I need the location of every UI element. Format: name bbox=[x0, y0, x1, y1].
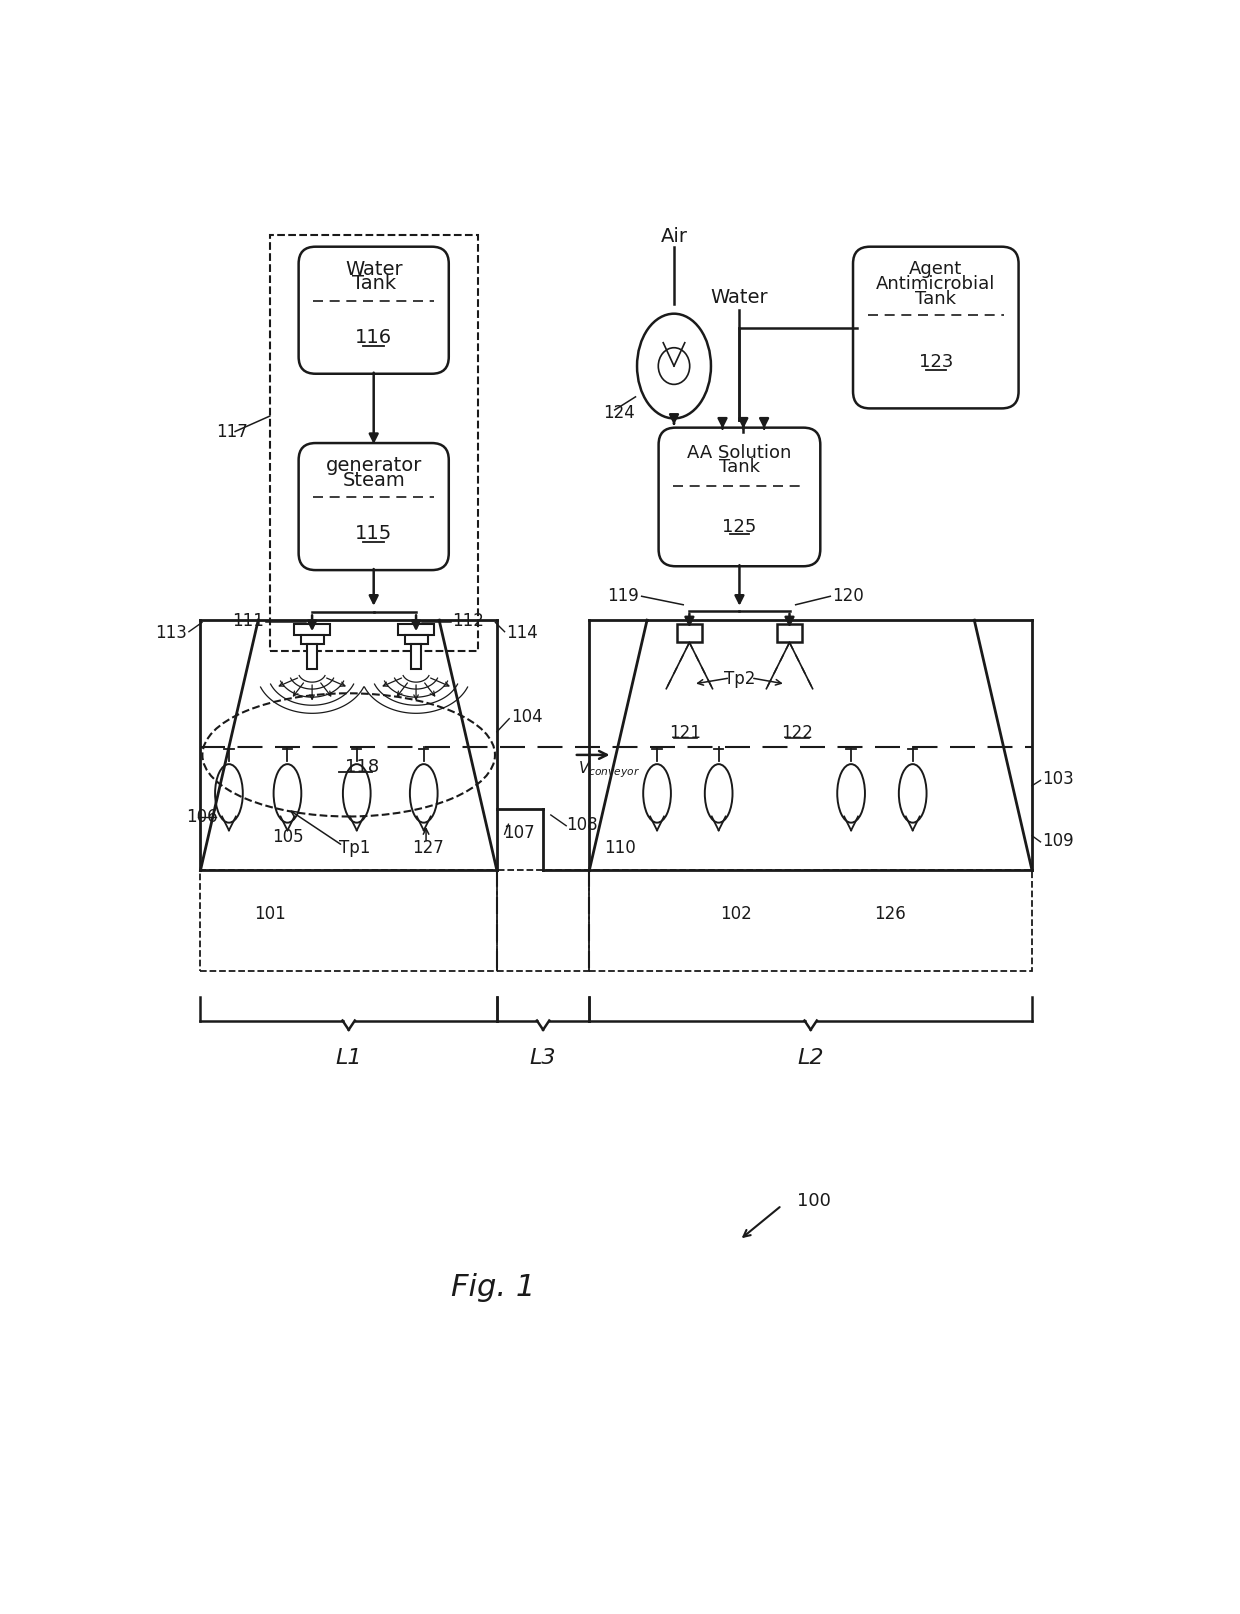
Bar bbox=[201, 872, 497, 972]
Bar bbox=[300, 636, 324, 644]
Text: 111: 111 bbox=[232, 612, 264, 629]
Text: 112: 112 bbox=[453, 612, 484, 629]
Bar bbox=[410, 644, 422, 670]
Text: 126: 126 bbox=[874, 904, 905, 922]
Text: Tp2: Tp2 bbox=[724, 670, 755, 688]
Text: 122: 122 bbox=[781, 723, 813, 741]
Text: Agent: Agent bbox=[909, 260, 962, 278]
Text: 118: 118 bbox=[345, 759, 379, 776]
Text: 127: 127 bbox=[412, 839, 444, 857]
Text: 115: 115 bbox=[355, 525, 392, 542]
Text: L2: L2 bbox=[797, 1047, 823, 1067]
Text: 113: 113 bbox=[155, 623, 187, 641]
Text: 124: 124 bbox=[603, 404, 635, 421]
FancyBboxPatch shape bbox=[853, 247, 1018, 408]
Text: 119: 119 bbox=[608, 586, 640, 604]
Bar bbox=[497, 872, 589, 972]
Text: 117: 117 bbox=[216, 423, 248, 441]
Text: 110: 110 bbox=[604, 839, 636, 857]
Text: 109: 109 bbox=[1042, 831, 1074, 849]
Bar bbox=[404, 636, 428, 644]
Text: generator: generator bbox=[326, 455, 422, 475]
Text: 106: 106 bbox=[186, 809, 218, 826]
Bar bbox=[306, 644, 317, 670]
Bar bbox=[294, 625, 330, 636]
Text: AA Solution: AA Solution bbox=[687, 444, 791, 462]
Bar bbox=[398, 625, 434, 636]
Text: Tp1: Tp1 bbox=[339, 839, 370, 857]
Text: 114: 114 bbox=[506, 623, 538, 641]
Text: Steam: Steam bbox=[342, 471, 405, 489]
Text: 108: 108 bbox=[567, 815, 598, 834]
Text: 104: 104 bbox=[511, 709, 542, 726]
Text: Fig. 1: Fig. 1 bbox=[451, 1272, 536, 1301]
Text: Antimicrobial: Antimicrobial bbox=[877, 274, 996, 292]
Text: 116: 116 bbox=[355, 328, 392, 347]
FancyBboxPatch shape bbox=[299, 444, 449, 571]
Text: L3: L3 bbox=[529, 1047, 557, 1067]
Bar bbox=[777, 625, 802, 642]
Text: 101: 101 bbox=[254, 904, 285, 922]
Text: Tank: Tank bbox=[719, 458, 760, 476]
Text: 102: 102 bbox=[719, 904, 751, 922]
Bar bbox=[677, 625, 702, 642]
Text: Water: Water bbox=[345, 260, 403, 279]
Text: 121: 121 bbox=[670, 723, 702, 741]
Text: $V_{conveyor}$: $V_{conveyor}$ bbox=[578, 759, 640, 780]
Text: Tank: Tank bbox=[352, 274, 396, 294]
Text: 125: 125 bbox=[722, 518, 756, 536]
FancyBboxPatch shape bbox=[299, 247, 449, 374]
Bar bbox=[270, 236, 477, 652]
Text: 120: 120 bbox=[832, 586, 863, 604]
Bar bbox=[589, 872, 1032, 972]
Text: Tank: Tank bbox=[915, 289, 956, 307]
Text: Water: Water bbox=[711, 287, 769, 307]
Text: L1: L1 bbox=[336, 1047, 362, 1067]
Text: 123: 123 bbox=[919, 353, 954, 371]
Text: 103: 103 bbox=[1042, 770, 1074, 788]
Text: Air: Air bbox=[661, 226, 687, 245]
Text: 105: 105 bbox=[272, 828, 304, 846]
Text: 100: 100 bbox=[797, 1191, 831, 1209]
FancyBboxPatch shape bbox=[658, 428, 821, 567]
Text: 107: 107 bbox=[503, 823, 534, 841]
